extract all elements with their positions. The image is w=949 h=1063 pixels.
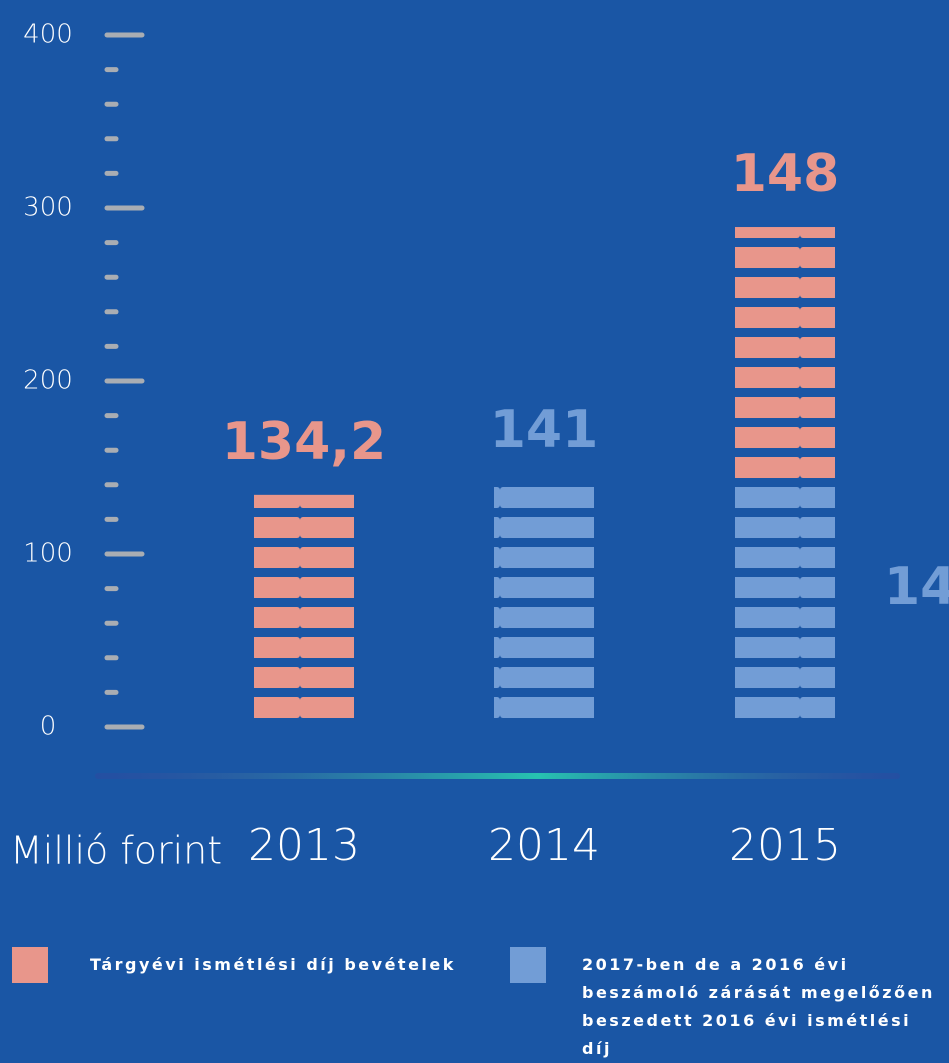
bar-segment bbox=[494, 483, 594, 727]
y-tick-label: 200 bbox=[23, 366, 73, 396]
x-tick-label: 2014 bbox=[488, 820, 600, 871]
y-tick-label: 300 bbox=[23, 193, 73, 223]
legend-label: 2017-ben de a 2016 évi beszámoló zárását… bbox=[582, 955, 935, 1058]
x-tick-label: 2013 bbox=[248, 820, 360, 871]
legend-swatch bbox=[510, 947, 546, 983]
y-tick-label: 100 bbox=[23, 539, 73, 569]
y-tick-label: 0 bbox=[40, 712, 57, 742]
y-axis-label: Millió forint bbox=[10, 829, 222, 873]
value-label: 134,2 bbox=[222, 412, 386, 472]
legend-label: Tárgyévi ismétlési díj bevételek bbox=[90, 955, 456, 974]
legend-swatch bbox=[12, 947, 48, 983]
x-tick-label: 2015 bbox=[729, 820, 841, 871]
value-label: 141 bbox=[490, 400, 599, 460]
annotation: 141 bbox=[884, 557, 949, 617]
value-label: 148 bbox=[731, 144, 840, 204]
y-tick-label: 400 bbox=[23, 20, 73, 50]
baseline bbox=[95, 773, 900, 779]
bar-segment bbox=[735, 227, 835, 484]
bar-segment bbox=[254, 494, 354, 727]
bar-segment bbox=[735, 483, 835, 727]
